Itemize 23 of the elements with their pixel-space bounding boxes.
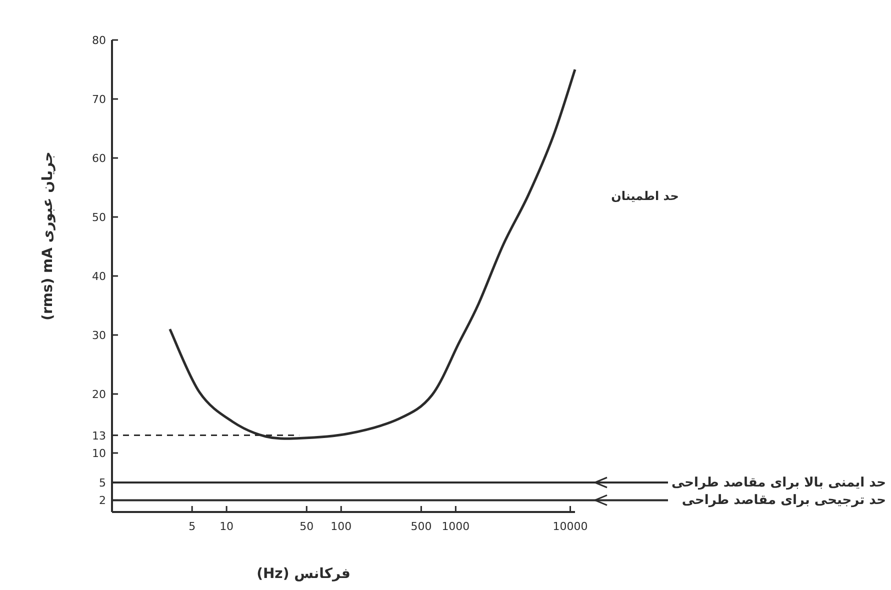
y-tick-label: 10 — [92, 447, 106, 460]
text: حد اطمینان — [611, 189, 679, 203]
x-tick-label: 50 — [300, 520, 314, 533]
y-tick-label: 40 — [92, 270, 106, 283]
y-tick-label: 60 — [92, 152, 106, 165]
x-tick-label: 500 — [410, 520, 432, 533]
y-tick-label: 5 — [99, 476, 106, 490]
y-tick-label: 50 — [92, 211, 106, 224]
y-tick-label: 70 — [92, 93, 106, 106]
x-tick-label: 1000 — [442, 520, 470, 533]
y-tick-label: 13 — [92, 429, 106, 442]
x-tick-label: 5 — [188, 520, 196, 533]
y-tick-label: 80 — [92, 34, 106, 47]
x-tick-label: 100 — [330, 520, 352, 533]
x-axis-title: فرکانس (Hz) — [256, 566, 350, 582]
x-tick-label: 10000 — [552, 520, 588, 533]
y-axis-title: (rms) mA جریان عبوری — [40, 152, 56, 320]
y-tick-label: 30 — [92, 329, 106, 342]
y-tick-label: 2 — [99, 494, 106, 508]
y-tick-label: 20 — [92, 388, 106, 401]
ref-line-label: حد ترجیحی برای مقاصد طراحی — [682, 493, 886, 508]
x-tick-label: 10 — [220, 520, 234, 533]
ref-line-label: حد ایمنی بالا برای مقاصد طراحی — [672, 476, 886, 490]
